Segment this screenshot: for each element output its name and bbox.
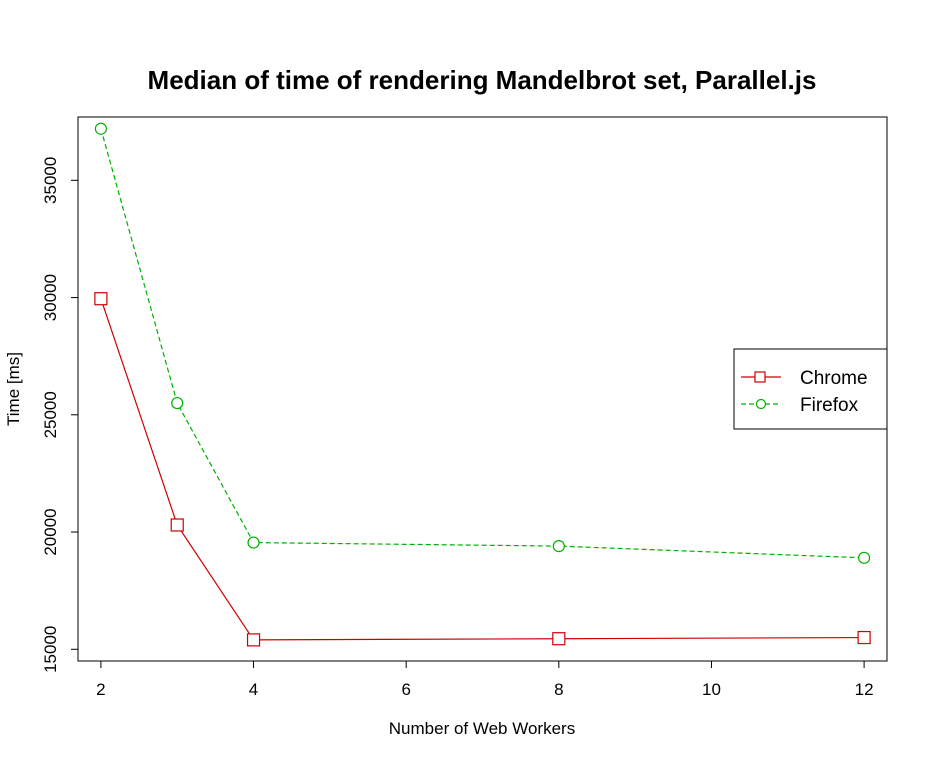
y-tick-label: 20000	[41, 508, 60, 555]
data-point	[552, 540, 565, 553]
x-axis: 2 4 6 8 10 12	[96, 660, 874, 699]
data-point	[94, 292, 108, 306]
series-line	[100, 128, 865, 559]
series-chrome	[94, 292, 871, 647]
x-tick-label: 6	[401, 680, 410, 699]
legend-item-firefox: Firefox	[741, 395, 859, 416]
y-tick-label: 30000	[41, 274, 60, 321]
x-axis-label: Number of Web Workers	[389, 719, 575, 738]
x-tick-label: 2	[96, 680, 105, 699]
series-firefox	[94, 122, 871, 564]
legend-item-chrome: Chrome	[741, 368, 868, 389]
y-axis: 15000 20000 25000 30000 35000	[41, 157, 79, 673]
legend: Chrome Firefox	[733, 348, 888, 430]
x-tick-label: 4	[249, 680, 258, 699]
legend-marker	[754, 371, 766, 383]
y-axis-label: Time [ms]	[4, 352, 23, 426]
y-tick-label: 35000	[41, 157, 60, 204]
chart-title: Median of time of rendering Mandelbrot s…	[148, 65, 817, 95]
legend-label: Firefox	[800, 395, 859, 416]
data-point	[858, 551, 871, 564]
legend-label: Chrome	[800, 368, 868, 389]
x-tick-label: 12	[855, 680, 874, 699]
data-point	[857, 630, 871, 645]
x-tick-label: 10	[702, 680, 721, 699]
series-layer	[94, 122, 871, 647]
legend-marker	[755, 398, 767, 410]
y-tick-label: 15000	[41, 626, 60, 673]
data-point	[170, 518, 184, 532]
data-point	[247, 536, 260, 549]
data-point	[246, 633, 261, 647]
data-point	[94, 122, 107, 135]
y-tick-label: 25000	[41, 391, 60, 438]
legend-box	[733, 348, 888, 430]
x-tick-label: 8	[554, 680, 563, 699]
data-point	[552, 632, 566, 646]
data-point	[171, 396, 184, 410]
